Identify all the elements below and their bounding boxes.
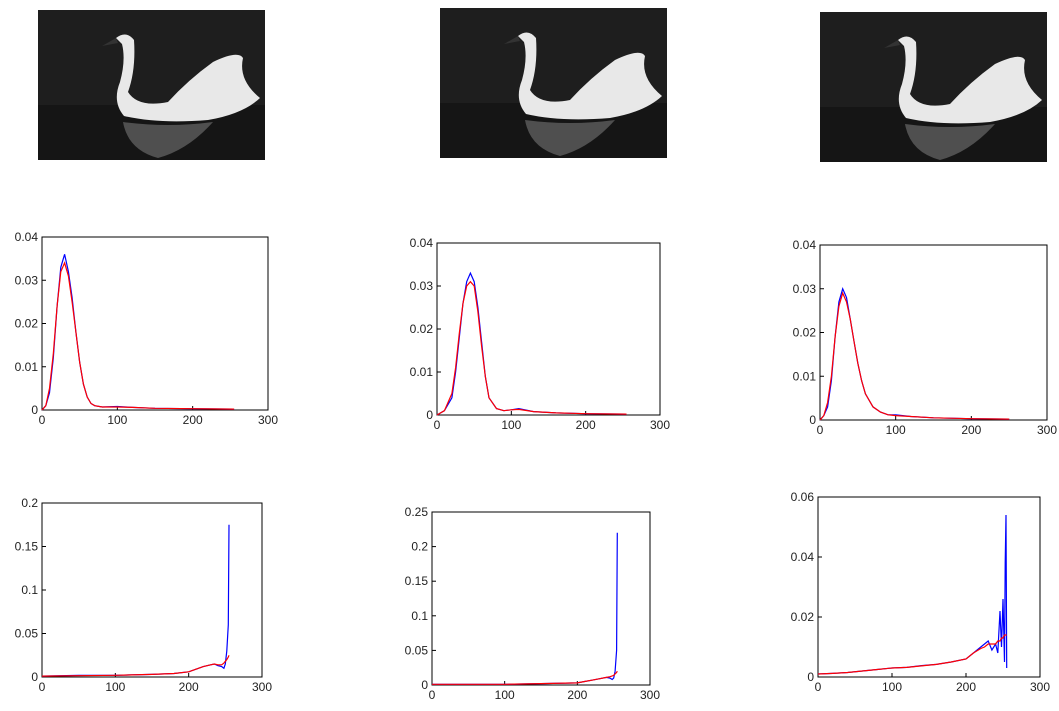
swan-image (440, 8, 667, 158)
y-tick-label: 0.2 (21, 496, 38, 510)
y-tick-label: 0.02 (791, 610, 815, 624)
x-tick-label: 300 (252, 680, 272, 694)
y-tick-label: 0.06 (791, 490, 815, 504)
y-tick-label: 0.05 (405, 643, 429, 657)
y-tick-label: 0.04 (791, 550, 815, 564)
series-line (436, 280, 627, 416)
y-tick-label: 0.03 (15, 273, 39, 287)
x-tick-label: 200 (183, 413, 203, 427)
x-tick-label: 300 (258, 413, 278, 427)
swan-image (38, 10, 265, 160)
x-tick-label: 0 (39, 680, 46, 694)
x-tick-label: 300 (640, 688, 660, 702)
y-tick-label: 0.03 (793, 282, 817, 296)
y-tick-label: 0 (31, 670, 38, 684)
y-tick-label: 0 (421, 678, 428, 692)
series-line (432, 532, 618, 685)
y-tick-label: 0.25 (405, 505, 429, 519)
x-tick-label: 0 (815, 680, 822, 694)
series-line (41, 261, 235, 411)
x-tick-label: 0 (817, 423, 824, 437)
x-tick-label: 0 (39, 413, 46, 427)
y-tick-label: 0.01 (15, 360, 39, 374)
y-tick-label: 0.02 (15, 317, 39, 331)
plot-frame (819, 244, 1048, 421)
plot-frame (817, 496, 1041, 678)
y-tick-label: 0.02 (793, 326, 817, 340)
x-tick-label: 200 (961, 423, 981, 437)
plot-frame (431, 511, 651, 686)
x-tick-label: 0 (434, 418, 441, 432)
x-tick-label: 100 (882, 680, 902, 694)
y-tick-label: 0.01 (793, 369, 817, 383)
x-tick-label: 100 (105, 680, 125, 694)
x-tick-label: 200 (956, 680, 976, 694)
y-tick-label: 0 (807, 670, 814, 684)
x-tick-label: 300 (1037, 423, 1057, 437)
y-tick-label: 0 (809, 413, 816, 427)
y-tick-label: 0.1 (21, 583, 38, 597)
series-line (432, 670, 618, 685)
x-tick-label: 200 (567, 688, 587, 702)
x-tick-label: 300 (1030, 680, 1050, 694)
x-tick-label: 100 (886, 423, 906, 437)
swan-image (820, 12, 1047, 162)
series-line (819, 291, 1010, 421)
x-tick-label: 100 (501, 418, 521, 432)
x-tick-label: 200 (576, 418, 596, 432)
y-tick-label: 0.02 (410, 322, 434, 336)
y-tick-label: 0 (31, 403, 38, 417)
y-tick-label: 0 (426, 408, 433, 422)
plot-frame (436, 242, 661, 416)
series-line (41, 655, 230, 677)
plot-frame (41, 236, 269, 411)
y-tick-label: 0.15 (405, 574, 429, 588)
x-tick-label: 100 (495, 688, 515, 702)
y-tick-label: 0.04 (15, 230, 39, 244)
x-tick-label: 200 (179, 680, 199, 694)
y-tick-label: 0.2 (411, 540, 428, 554)
y-tick-label: 0.04 (793, 238, 817, 252)
x-tick-label: 100 (107, 413, 127, 427)
y-tick-label: 0.1 (411, 609, 428, 623)
series-line (817, 634, 1007, 675)
y-tick-label: 0.05 (15, 627, 39, 641)
y-tick-label: 0.01 (410, 365, 434, 379)
series-line (41, 254, 235, 411)
x-tick-label: 0 (429, 688, 436, 702)
y-tick-label: 0.03 (410, 279, 434, 293)
series-line (41, 524, 230, 677)
x-tick-label: 300 (650, 418, 670, 432)
y-tick-label: 0.04 (410, 236, 434, 250)
y-tick-label: 0.15 (15, 540, 39, 554)
